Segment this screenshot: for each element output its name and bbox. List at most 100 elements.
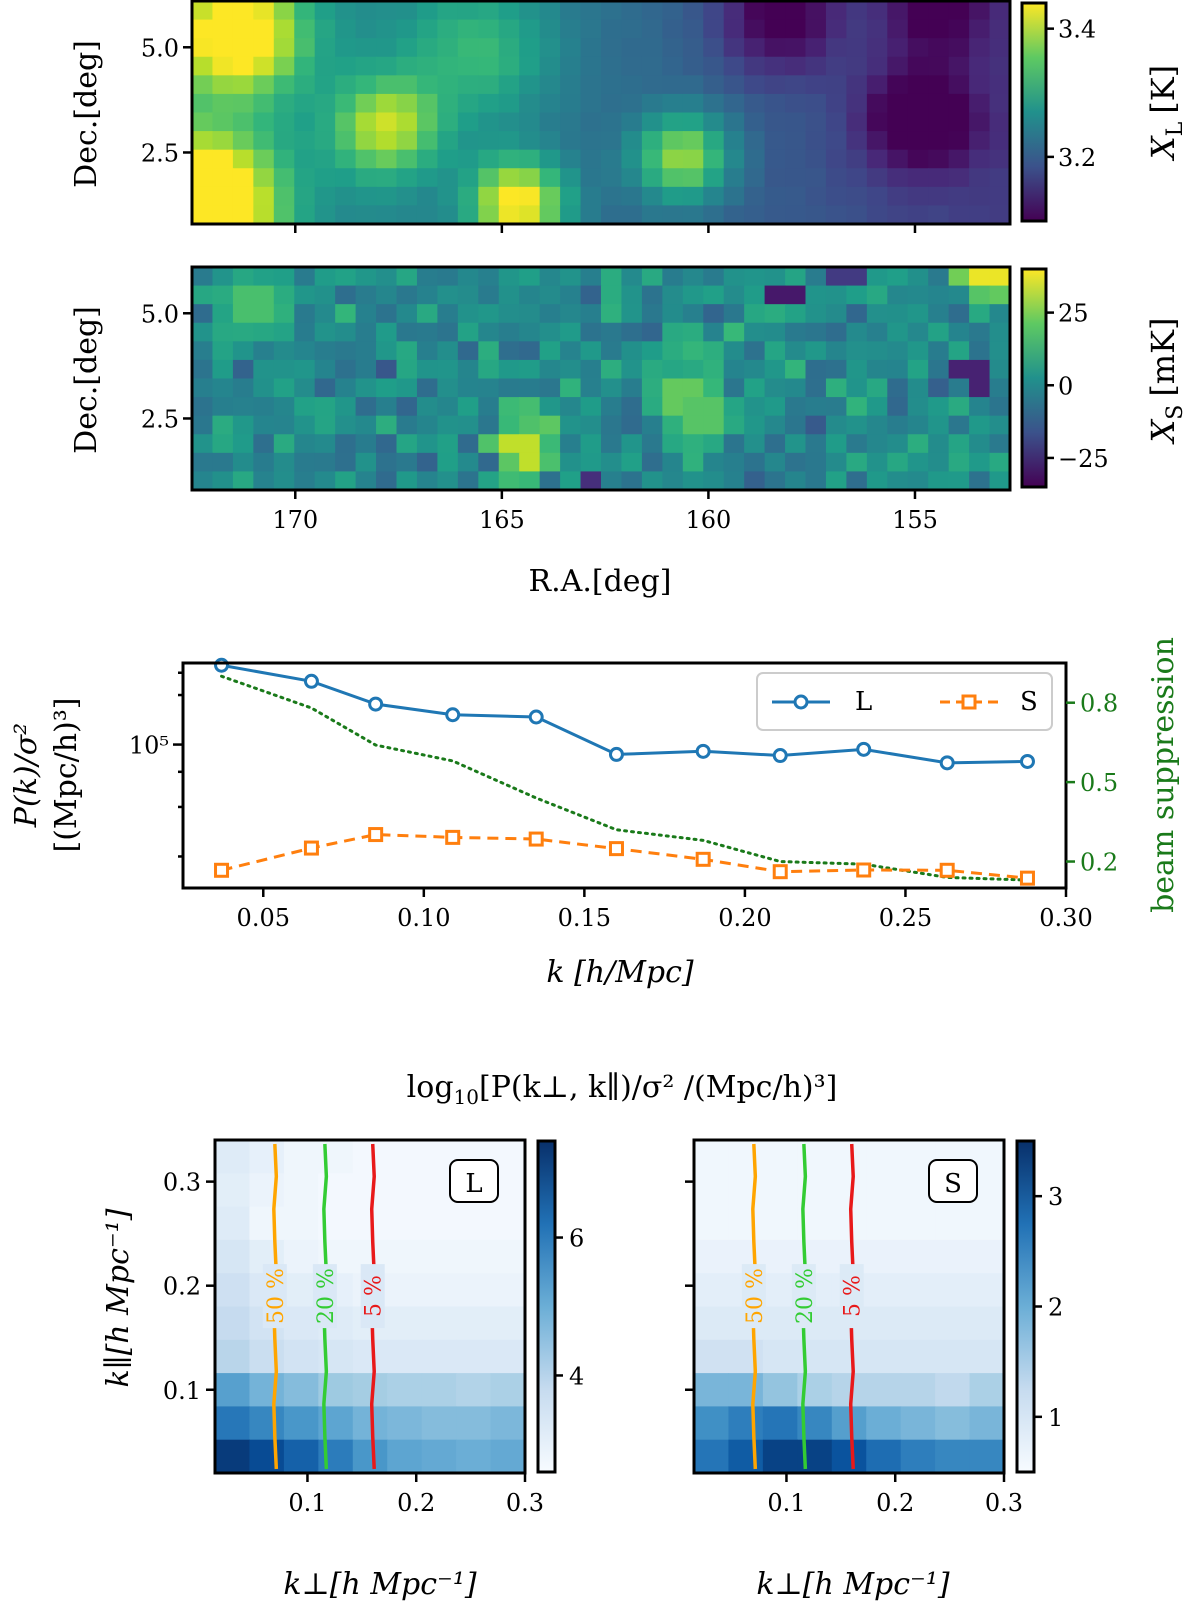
map-pixel [478, 19, 500, 39]
map-pixel [866, 471, 888, 491]
map-pixel [192, 359, 214, 380]
map-pixel [601, 452, 623, 473]
colorbar-tick-label: −25 [1058, 445, 1109, 473]
colorbar-tick-label: 0 [1058, 372, 1073, 400]
map-pixel [887, 285, 909, 305]
map-pixel [601, 149, 623, 169]
map-pixel [621, 397, 643, 417]
map-pixel [825, 168, 847, 188]
map-pixel [723, 415, 745, 435]
map-pixel [416, 205, 438, 225]
map-pixel [989, 93, 1011, 114]
map-pixel [314, 471, 336, 491]
map-pixel [764, 304, 786, 324]
map-pixel [580, 205, 602, 225]
map-pixel [273, 359, 295, 380]
map-pixel [744, 397, 766, 417]
map-pixel [621, 1, 643, 21]
map-pixel [498, 341, 520, 361]
map-pixel [928, 19, 950, 39]
map-pixel [437, 93, 459, 114]
series-L-point [445, 707, 461, 723]
map-pixel [723, 75, 745, 95]
map-pixel [928, 304, 950, 324]
map-pixel [437, 434, 459, 454]
pk2d-S-label: S [944, 1169, 962, 1199]
map-pixel [416, 285, 438, 305]
map-pixel [785, 452, 807, 473]
pk2d-S-frame [692, 1138, 1006, 1475]
map-pixel [457, 112, 479, 132]
map-pixel [294, 304, 316, 324]
map-pixel [866, 452, 888, 473]
map-pixel [560, 434, 582, 454]
map-pixel [519, 267, 541, 287]
map-pixel [376, 149, 398, 169]
map-pixel [764, 341, 786, 361]
map-pixel [682, 75, 704, 95]
map-pixel [212, 452, 234, 473]
map-pixel [989, 186, 1011, 207]
map-pixel [376, 452, 398, 473]
map-pixel [723, 38, 745, 58]
pk2d-S-axes: 0.1 0.2 0.3 [685, 1180, 1023, 1517]
map-pixel [825, 341, 847, 361]
map-pixel [478, 397, 500, 417]
map-pixel [989, 205, 1011, 225]
pk2d-cell [456, 1373, 492, 1407]
map-pixel [273, 341, 295, 361]
map-pixel [580, 415, 602, 435]
map-pixel [539, 149, 561, 169]
map-pixel [355, 415, 377, 435]
series-S-point [772, 864, 788, 880]
map-pixel [969, 471, 991, 491]
map-pixel [805, 359, 827, 380]
map-pixel [437, 471, 459, 491]
map-pixel [437, 205, 459, 225]
pk2d-x-tick-label: 0.2 [876, 1489, 914, 1517]
map-pixel [560, 267, 582, 287]
map-pixel [703, 285, 725, 305]
map-pixel [662, 19, 684, 39]
map-pixel [253, 205, 275, 225]
map-pixel [601, 131, 623, 151]
map-pixel [253, 131, 275, 151]
map-pixel [805, 452, 827, 473]
map-pixel [314, 75, 336, 95]
map-pixel [437, 186, 459, 207]
map-pixel [969, 452, 991, 473]
map-pixel [601, 434, 623, 454]
map-pixel [192, 267, 214, 287]
map-pixel [294, 205, 316, 225]
map-pixel [580, 149, 602, 169]
map-pixel [457, 304, 479, 324]
map-pixel [866, 205, 888, 225]
map-pixel [396, 397, 418, 417]
map-pixel [887, 205, 909, 225]
map-pixel [907, 285, 929, 305]
map-pixel [519, 205, 541, 225]
map-pixel [355, 149, 377, 169]
map-pixel [212, 378, 234, 398]
map-pixel [314, 359, 336, 380]
series-S-point [303, 840, 319, 856]
map-pixel [519, 434, 541, 454]
map-pixel [948, 359, 970, 380]
map-pixel [703, 186, 725, 207]
map-pixel [601, 112, 623, 132]
map-pixel [785, 397, 807, 417]
map-pixel [969, 341, 991, 361]
series-L-point [214, 657, 230, 673]
pk-right-tick-label: 0.2 [1080, 849, 1118, 877]
pk-y-tick-label: 10⁵ [129, 732, 169, 760]
map-pixel [989, 359, 1011, 380]
map-pixel [273, 285, 295, 305]
map-pixel [335, 267, 357, 287]
map-pixel [887, 397, 909, 417]
map-pixel [253, 341, 275, 361]
map-pixel [273, 304, 295, 324]
map-pixel [560, 1, 582, 21]
map-pixel [662, 415, 684, 435]
map-pixel [212, 56, 234, 76]
map-pixel [416, 341, 438, 361]
